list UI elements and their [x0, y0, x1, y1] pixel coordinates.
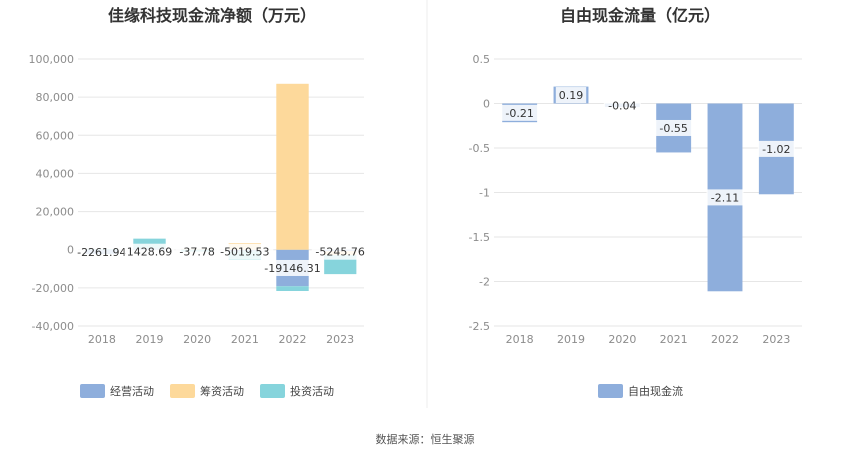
legend-swatch-operating — [80, 384, 105, 398]
y-tick-label: 20,000 — [36, 206, 75, 219]
y-tick-label: 100,000 — [29, 53, 75, 66]
x-tick-label: 2021 — [231, 333, 259, 346]
net-label-2019-bg — [124, 243, 175, 260]
y-tick-label: -40,000 — [32, 320, 74, 333]
net-label-2021-bg — [216, 243, 274, 260]
left-chart: 100,000 80,000 60,000 40,000 20,000 0 -20,000 -… — [29, 53, 369, 346]
net-label-2020-bg — [175, 243, 219, 260]
legend-swatch-financing — [170, 384, 195, 398]
y-tick-label: -0.5 — [469, 142, 490, 155]
bar-financing-2022 — [276, 83, 309, 250]
legend-label-operating: 经营活动 — [110, 384, 154, 398]
data-label-fcf-2022-bg — [706, 189, 744, 206]
y-tick-label: 80,000 — [36, 91, 75, 104]
x-tick-label: 2018 — [506, 333, 534, 346]
y-tick-label: 0.5 — [473, 53, 491, 66]
left-chart-title: 佳缘科技现金流净额（万元） — [108, 6, 316, 25]
data-label-operating-2018: -2261.94 — [77, 246, 126, 259]
data-label-fcf-2019: 0.19 — [559, 89, 584, 102]
x-tick-label: 2022 — [279, 333, 307, 346]
right-chart: 0.5 0 -0.5 -1 -1.5 -2 -2.5 2018 2019 2020 2021 2022… — [469, 53, 802, 346]
data-label-operating-2022-bg — [260, 259, 325, 276]
data-label-fcf-2018: -0.21 — [505, 107, 533, 120]
data-label-fcf-2020-bg — [603, 97, 641, 114]
legend-label-fcf: 自由现金流 — [628, 384, 683, 398]
data-label-fcf-2020: -0.04 — [608, 99, 636, 112]
source-note: 数据来源：恒生聚源 — [376, 432, 475, 446]
data-label-fcf-2023-bg — [757, 140, 795, 157]
x-tick-label: 2020 — [183, 333, 211, 346]
y-tick-label: -2.5 — [469, 320, 490, 333]
x-tick-label: 2019 — [136, 333, 164, 346]
bar-investing-2019 — [133, 238, 166, 249]
y-tick-label: 0 — [67, 244, 74, 257]
y-tick-label: -1 — [479, 187, 490, 200]
x-tick-label: 2023 — [326, 333, 354, 346]
y-tick-label: 60,000 — [36, 129, 75, 142]
data-label-fcf-2021: -0.55 — [659, 122, 687, 135]
data-label-fcf-2018-bg — [501, 104, 539, 121]
net-label-2019: 1428.69 — [127, 246, 173, 259]
net-label-2020: -37.78 — [179, 246, 214, 259]
x-tick-label: 2021 — [660, 333, 688, 346]
y-tick-label: 40,000 — [36, 167, 75, 180]
x-tick-label: 2019 — [557, 333, 585, 346]
y-tick-label: 0 — [483, 98, 490, 111]
right-chart-title: 自由现金流量（亿元） — [560, 6, 720, 25]
data-label-fcf-2022: -2.11 — [711, 191, 739, 204]
data-label-operating-2018-bg — [73, 243, 131, 260]
net-label-2021: -5019.53 — [220, 246, 269, 259]
x-tick-label: 2023 — [762, 333, 790, 346]
legend-label-financing: 筹资活动 — [200, 384, 244, 398]
right-legend: 自由现金流 — [598, 384, 683, 398]
net-label-2023: -5245.76 — [315, 246, 364, 259]
legend-swatch-fcf — [598, 384, 623, 398]
x-tick-label: 2020 — [608, 333, 636, 346]
y-tick-label: -20,000 — [32, 282, 74, 295]
legend-swatch-investing — [260, 384, 285, 398]
y-tick-label: -1.5 — [469, 231, 490, 244]
bar-investing-2023 — [323, 255, 357, 275]
legend-label-investing: 投资活动 — [290, 384, 334, 398]
data-label-fcf-2019-bg — [555, 87, 587, 104]
data-label-operating-2022: -19146.31 — [264, 262, 320, 275]
data-label-fcf-2023: -1.02 — [762, 143, 790, 156]
net-label-2023-bg — [311, 243, 369, 260]
x-tick-label: 2022 — [711, 333, 739, 346]
x-tick-label: 2018 — [88, 333, 116, 346]
data-label-fcf-2021-bg — [655, 119, 693, 136]
y-tick-label: -2 — [479, 276, 490, 289]
left-legend: 经营活动 筹资活动 投资活动 — [80, 384, 334, 398]
bar-investing-2022 — [276, 286, 309, 291]
